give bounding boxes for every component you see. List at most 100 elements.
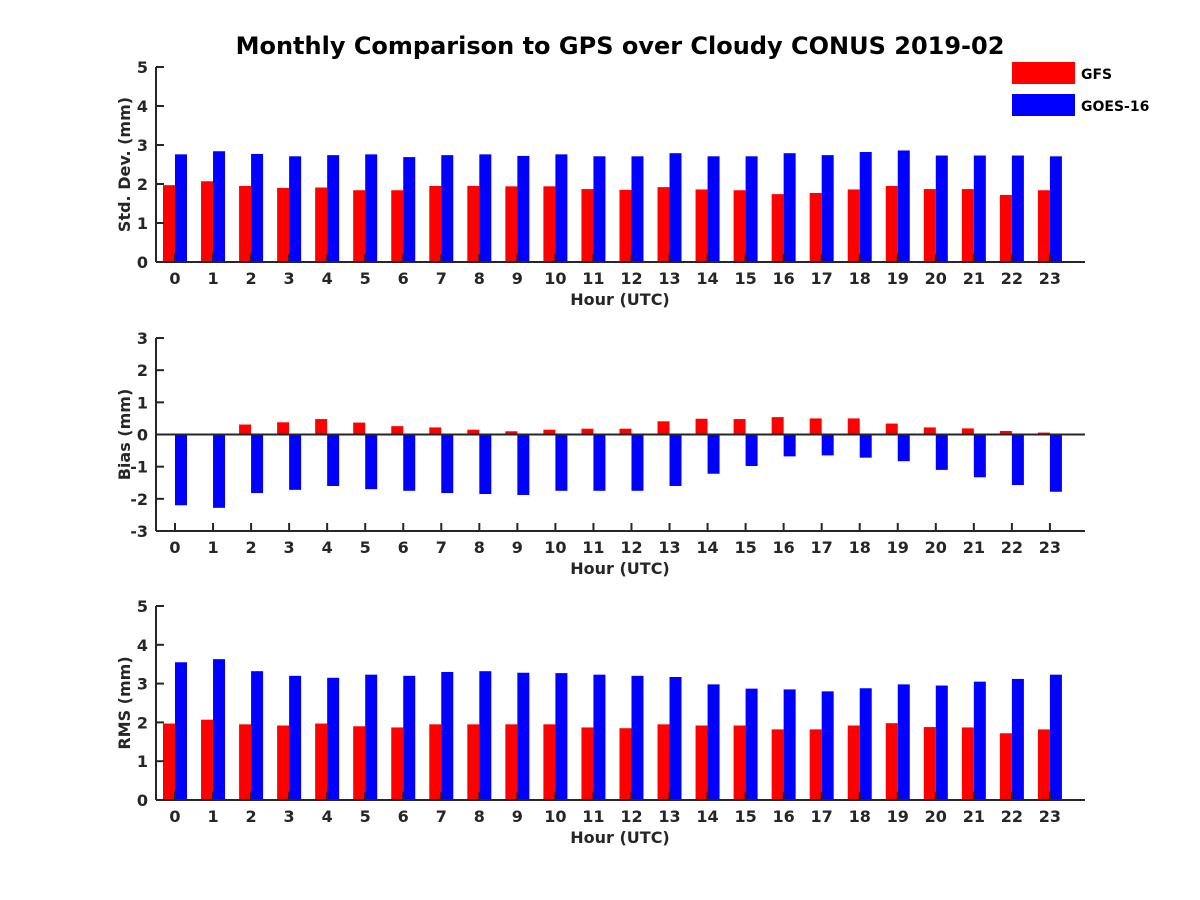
legend-swatch-gfs xyxy=(1012,62,1075,84)
bias-bar-gfs xyxy=(581,428,594,435)
stddev-bar-gfs xyxy=(847,189,860,262)
chart-title: Monthly Comparison to GPS over Cloudy CO… xyxy=(236,32,1005,60)
bias-bar-goes16 xyxy=(935,434,948,470)
rms-bar-goes16 xyxy=(859,688,872,800)
stddev-bar-goes16 xyxy=(365,154,378,262)
bias-bar-gfs xyxy=(923,427,936,435)
rms-bar-goes16 xyxy=(897,684,910,800)
stddev-x-tick-label: 22 xyxy=(1001,269,1023,288)
rms-bar-gfs xyxy=(695,725,708,800)
rms-bar-gfs xyxy=(353,726,366,800)
bias-bar-goes16 xyxy=(1011,434,1024,485)
stddev-bar-gfs xyxy=(543,186,556,262)
legend-label-goes16: GOES-16 xyxy=(1081,99,1149,115)
bias-bar-gfs xyxy=(961,428,974,435)
rms-bar-gfs xyxy=(315,723,328,800)
bias-bar-goes16 xyxy=(517,434,530,495)
stddev-bar-gfs xyxy=(505,186,518,262)
stddev-bar-goes16 xyxy=(517,155,530,262)
stddev-bar-gfs xyxy=(771,194,784,262)
bias-bar-goes16 xyxy=(327,434,340,486)
bias-bar-goes16 xyxy=(707,434,720,474)
rms-x-tick-label: 9 xyxy=(512,807,523,826)
bias-bar-goes16 xyxy=(213,434,226,508)
bias-bar-goes16 xyxy=(669,434,682,486)
stddev-bar-goes16 xyxy=(593,156,606,262)
bias-bar-goes16 xyxy=(479,434,492,495)
bias-bar-gfs xyxy=(277,422,290,435)
rms-bar-goes16 xyxy=(1011,678,1024,800)
rms-bar-gfs xyxy=(847,725,860,800)
legend-label-gfs: GFS xyxy=(1081,67,1112,83)
bias-bar-goes16 xyxy=(821,434,834,456)
bias-x-tick-label: 8 xyxy=(474,538,485,557)
bias-bar-gfs xyxy=(467,429,480,435)
rms-x-tick-label: 14 xyxy=(696,807,718,826)
rms-bar-gfs xyxy=(277,725,290,800)
bias-x-tick-label: 21 xyxy=(963,538,985,557)
stddev-bar-goes16 xyxy=(973,155,986,262)
bias-x-tick-label: 9 xyxy=(512,538,523,557)
rms-y-tick-label: 0 xyxy=(137,791,148,810)
bias-x-axis-label: Hour (UTC) xyxy=(570,559,670,578)
stddev-bar-gfs xyxy=(885,185,898,262)
rms-bar-goes16 xyxy=(745,688,758,800)
bias-bar-goes16 xyxy=(403,434,416,491)
bias-x-tick-label: 20 xyxy=(925,538,947,557)
bias-bar-goes16 xyxy=(745,434,758,467)
bias-bar-goes16 xyxy=(175,434,187,506)
bias-bar-gfs xyxy=(885,423,898,435)
rms-x-tick-label: 22 xyxy=(1001,807,1023,826)
bias-x-tick-label: 12 xyxy=(620,538,642,557)
stddev-x-tick-label: 7 xyxy=(436,269,447,288)
bias-bar-goes16 xyxy=(289,434,302,490)
stddev-y-tick-label: 5 xyxy=(137,58,148,77)
rms-x-tick-label: 17 xyxy=(811,807,833,826)
rms-bar-gfs xyxy=(999,733,1012,800)
stddev-bar-gfs xyxy=(201,181,214,262)
stddev-bar-gfs xyxy=(163,185,175,262)
rms-x-tick-label: 11 xyxy=(582,807,604,826)
bias-x-tick-label: 3 xyxy=(284,538,295,557)
rms-bar-goes16 xyxy=(289,675,302,800)
bias-bar-goes16 xyxy=(555,434,568,491)
stddev-y-axis-label: Std. Dev. (mm) xyxy=(115,97,134,232)
rms-y-tick-label: 1 xyxy=(137,752,148,771)
bias-x-tick-label: 0 xyxy=(169,538,180,557)
bias-x-tick-label: 1 xyxy=(207,538,218,557)
bias-bar-gfs xyxy=(239,424,252,435)
stddev-bar-goes16 xyxy=(1049,156,1062,262)
bias-x-tick-label: 11 xyxy=(582,538,604,557)
stddev-x-tick-label: 17 xyxy=(811,269,833,288)
legend-swatch-goes16 xyxy=(1012,94,1075,116)
stddev-x-tick-label: 9 xyxy=(512,269,523,288)
rms-x-tick-label: 23 xyxy=(1039,807,1061,826)
rms-bar-gfs xyxy=(163,723,175,800)
rms-bar-gfs xyxy=(733,725,746,800)
bias-bar-goes16 xyxy=(897,434,910,462)
rms-x-tick-label: 8 xyxy=(474,807,485,826)
stddev-bar-goes16 xyxy=(403,157,416,262)
rms-bar-goes16 xyxy=(821,691,834,800)
rms-bar-gfs xyxy=(429,724,442,800)
rms-bar-goes16 xyxy=(973,681,986,800)
bias-x-tick-label: 2 xyxy=(246,538,257,557)
rms-bar-goes16 xyxy=(1049,674,1062,800)
stddev-bar-goes16 xyxy=(783,153,796,262)
rms-bar-goes16 xyxy=(175,662,187,800)
stddev-bar-gfs xyxy=(391,190,404,262)
bias-bar-gfs xyxy=(695,418,708,435)
stddev-x-tick-label: 3 xyxy=(284,269,295,288)
bias-bar-gfs xyxy=(771,417,784,435)
rms-bar-gfs xyxy=(543,724,556,800)
stddev-bar-gfs xyxy=(657,187,670,262)
bias-bar-goes16 xyxy=(973,434,986,478)
rms-x-tick-label: 2 xyxy=(246,807,257,826)
rms-y-tick-label: 3 xyxy=(137,675,148,694)
stddev-bar-goes16 xyxy=(669,153,682,262)
stddev-x-tick-label: 18 xyxy=(849,269,871,288)
stddev-x-tick-label: 11 xyxy=(582,269,604,288)
